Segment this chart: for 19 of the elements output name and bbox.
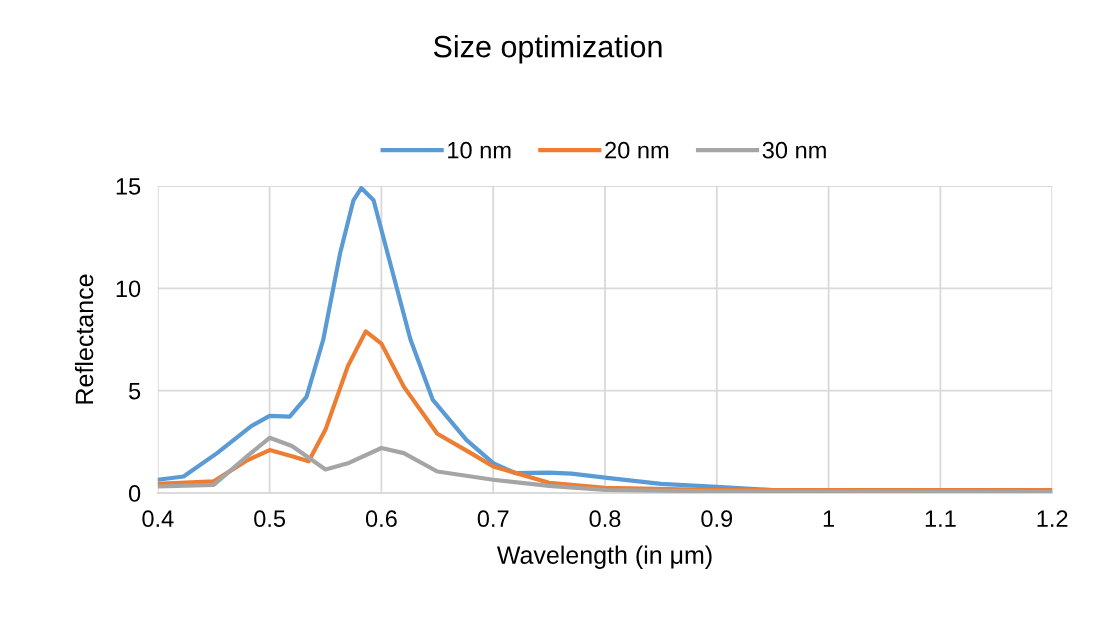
x-axis-title: Wavelength (in μm) bbox=[496, 545, 712, 569]
chart-title: Size optimization bbox=[433, 35, 662, 64]
legend-label: 10 nm bbox=[448, 141, 511, 159]
x-tick-label: 0.9 bbox=[701, 510, 733, 528]
x-tick-label: 0.5 bbox=[254, 510, 286, 528]
x-tick-label: 1.1 bbox=[925, 510, 956, 527]
y-tick-label: 15 bbox=[116, 178, 141, 195]
legend-label: 20 nm bbox=[605, 141, 669, 159]
legend-label: 30 nm bbox=[762, 141, 826, 159]
x-tick-label: 0.4 bbox=[142, 510, 174, 528]
x-tick-label: 0.8 bbox=[589, 510, 621, 528]
x-tick-label: 1.2 bbox=[1037, 510, 1068, 527]
y-tick-label: 10 bbox=[116, 280, 141, 298]
x-tick-label: 1 bbox=[823, 510, 834, 527]
y-axis-title: Reflectance bbox=[74, 274, 94, 404]
y-tick-label: 0 bbox=[128, 485, 141, 502]
x-tick-label: 0.6 bbox=[365, 510, 397, 528]
y-tick-label: 5 bbox=[128, 383, 141, 400]
x-tick-label: 0.7 bbox=[477, 510, 509, 528]
